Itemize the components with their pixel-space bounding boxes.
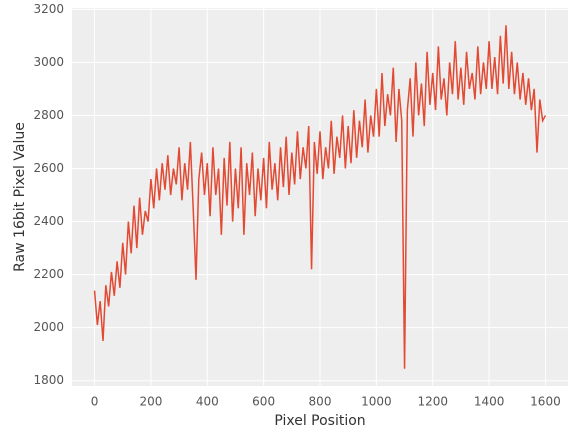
x-tick-label: 0 [91, 395, 99, 409]
data-line [93, 25, 547, 369]
y-tick-label: 2800 [33, 108, 64, 122]
x-tick-label: 200 [139, 395, 162, 409]
x-tick-label: 1200 [417, 395, 448, 409]
x-tick-label: 600 [252, 395, 275, 409]
x-tick-label: 800 [309, 395, 332, 409]
x-tick-label: 1000 [361, 395, 392, 409]
x-tick-label: 1600 [530, 395, 561, 409]
y-tick-label: 3000 [33, 55, 64, 69]
y-axis-label: Raw 16bit Pixel Value [12, 122, 28, 272]
y-tick-label: 1800 [33, 373, 64, 387]
y-tick-label: 2000 [33, 320, 64, 334]
y-tick-label: 2400 [33, 214, 64, 228]
y-tick-label: 3200 [33, 2, 64, 16]
y-tick-label: 2200 [33, 267, 64, 281]
x-tick-label: 1400 [474, 395, 505, 409]
x-tick-label: 400 [196, 395, 219, 409]
x-axis-label: Pixel Position [274, 413, 365, 429]
y-tick-label: 2600 [33, 161, 64, 175]
